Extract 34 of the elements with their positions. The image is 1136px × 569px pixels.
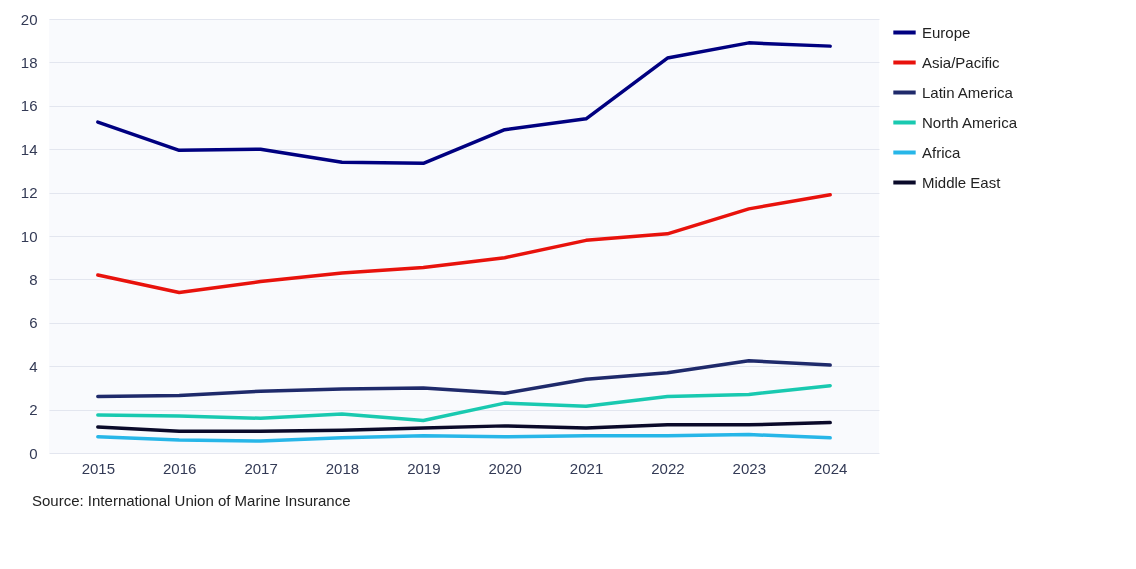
line-series xyxy=(96,383,832,423)
y-tick-label: 10 xyxy=(20,227,38,245)
line-series xyxy=(96,432,832,443)
x-tick-label: 2024 xyxy=(813,459,848,477)
y-tick-label: 16 xyxy=(20,97,38,115)
legend-label: Middle East xyxy=(922,173,1002,191)
y-tick-label: 4 xyxy=(29,357,38,375)
y-tick-label: 12 xyxy=(20,184,38,202)
x-tick-label: 2019 xyxy=(407,459,441,477)
legend-label: Asia/Pacific xyxy=(922,53,1001,71)
legend-label: Africa xyxy=(922,143,961,161)
source-note: Source: International Union of Marine Insurance xyxy=(32,492,352,509)
y-tick-label: 20 xyxy=(20,10,38,28)
x-tick-label: 2022 xyxy=(651,459,685,477)
x-tick-label: 2020 xyxy=(488,459,522,477)
x-tick-label: 2018 xyxy=(325,459,360,477)
x-tick-label: 2017 xyxy=(244,459,278,477)
y-tick-label: 8 xyxy=(29,270,38,288)
line-series xyxy=(96,420,832,434)
line-series xyxy=(96,359,832,399)
line-series xyxy=(96,41,832,166)
line-series xyxy=(96,193,832,295)
y-tick-label: 6 xyxy=(29,314,38,332)
x-tick-label: 2023 xyxy=(732,459,766,477)
y-tick-label: 0 xyxy=(29,444,38,462)
legend-label: North America xyxy=(922,113,1018,131)
y-tick-label: 2 xyxy=(29,401,38,419)
x-tick-label: 2021 xyxy=(569,459,604,477)
legend-label: Europe xyxy=(922,23,971,41)
x-tick-label: 2015 xyxy=(81,459,116,477)
x-tick-label: 2016 xyxy=(163,459,197,477)
legend-label: Latin America xyxy=(922,83,1014,101)
y-tick-label: 14 xyxy=(20,140,38,158)
y-tick-label: 18 xyxy=(20,53,38,71)
